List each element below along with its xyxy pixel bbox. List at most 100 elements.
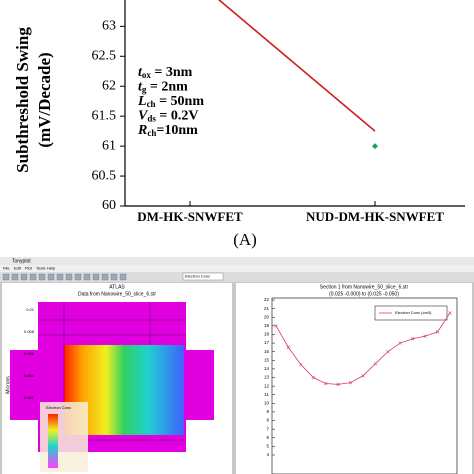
y-tick-label: 63 [102,19,116,34]
section-marker [448,311,452,315]
toolbar [0,272,474,282]
left-legend: Electron Conc [46,405,71,410]
left-y-tick-label: 0.004 [24,373,35,378]
right-y-tick-label: 6 [266,435,269,440]
right-y-tick-label: 5 [266,444,269,449]
x-tick-label: NUD-DM-HK-SNWFET [306,209,444,224]
data-point [372,143,378,150]
y-tick-label: 60.5 [92,168,117,183]
right-y-tick-label: 17 [264,340,270,345]
annotation-symbol: L [137,94,147,109]
panel-label: (A) [233,230,257,249]
data-line [217,0,376,132]
menu-item: File [3,266,10,271]
annotation-symbol: R [137,123,147,138]
y-axis-label: Subthreshold Swing [13,27,32,173]
section-marker [311,375,315,380]
annotation-subscript: g [142,85,147,95]
right-y-tick-label: 16 [264,349,270,354]
annotation-text: = 0.2V [156,109,199,124]
y-tick-label: 62 [102,78,116,93]
x-tick-label: DM-HK-SNWFET [137,209,243,224]
left-y-tick-label: 0.01 [26,307,35,312]
menu-item: Help [47,266,56,271]
right-y-tick-label: 12 [264,383,270,388]
annotation-text: = 50nm [156,94,205,109]
right-title: Section 1 from Nanowire_50_slice_6.str [320,284,409,290]
annotation-symbol: t [138,80,143,95]
dropdown[interactable] [182,272,224,281]
right-legend: Electron Conc (cm3) [395,310,432,315]
right-y-tick-label: 14 [264,366,270,371]
section-marker [361,374,365,378]
section-marker [336,382,340,387]
menu-item: Edit [14,266,22,271]
y-axis-label: (mV/Decade) [35,52,54,147]
right-y-tick-label: 10 [264,401,270,406]
right-y-tick-label: 4 [266,452,269,457]
section-marker [398,341,402,345]
annotation-subscript: ds [147,114,156,124]
right-y-tick-label: 21 [264,306,270,311]
annotation-subscript: ox [142,70,152,80]
toolbar-button [83,273,91,281]
left-y-label: Microns [5,376,11,394]
toolbar-button [47,273,55,281]
toolbar-button [56,273,64,281]
annotation-symbol: V [138,109,149,124]
section-marker [348,380,353,385]
annotation: tg = 2nm [138,80,188,95]
annotation: Lch = 50nm [137,94,204,109]
right-y-tick-label: 22 [264,297,270,302]
toolbar-button [20,273,28,281]
drain-region [186,350,214,420]
toolbar-button [38,273,46,281]
left-y-tick-label: 0.002 [24,395,35,400]
section-marker [299,362,303,367]
left-title: ATLAS [109,284,125,290]
title-bar [0,257,474,265]
right-y-tick-label: 9 [266,409,269,414]
annotation-subscript: ch [147,99,156,109]
y-tick-label: 61 [102,138,116,153]
toolbar-button [29,273,37,281]
annotation: tox = 3nm [138,65,193,80]
toolbar-button [2,273,10,281]
right-y-tick-label: 7 [266,426,269,431]
annotation-text: = 3nm [151,65,193,80]
right-y-tick-label: 11 [264,392,269,397]
section-marker [286,345,291,350]
left-y-tick-label: 0.008 [24,329,35,334]
toolbar-button [74,273,82,281]
annotation-text: = 2nm [146,80,188,95]
toolbar-button [65,273,73,281]
section-marker [423,334,427,338]
section-marker [411,337,415,341]
dropdown-text: Electron Conc [185,274,210,279]
section-marker [324,381,328,386]
right-subtitle: (0.025 -0.000) to (0.025 -0.050) [329,291,399,297]
right-y-tick-label: 20 [264,314,270,319]
right-y-tick-label: 8 [266,418,269,423]
y-tick-label: 61.5 [92,108,117,123]
annotation: Vds = 0.2V [138,109,198,124]
annotation-text: =10nm [156,123,198,138]
menu-item: Tools [36,266,45,271]
plot-area [217,0,378,150]
left-y-tick-label: 0.006 [24,351,35,356]
y-tick-label: 60 [102,198,116,213]
toolbar-button [110,273,118,281]
right-y-tick-label: 15 [264,357,270,362]
y-tick-label: 62.5 [92,49,117,64]
section-marker [386,349,390,354]
right-y-tick-label: 18 [264,332,270,337]
legend-colorbar [48,414,58,468]
toolbar-button [101,273,109,281]
section-marker [274,324,278,328]
toolbar-button [119,273,127,281]
right-legend-box [374,305,448,321]
menu-item: Plot [25,266,33,271]
right-y-tick-label: 19 [264,323,270,328]
